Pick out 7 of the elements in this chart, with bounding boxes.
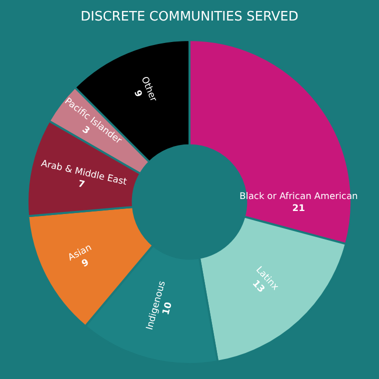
- data-label: 10: [160, 300, 175, 316]
- data-label: 21: [292, 202, 306, 214]
- data-label: 3: [80, 124, 92, 137]
- data-label: 7: [77, 178, 86, 191]
- chart-title: DISCRETE COMMUNITIES SERVED: [80, 9, 298, 24]
- data-label: 9: [80, 257, 91, 270]
- data-label: 9: [131, 88, 144, 99]
